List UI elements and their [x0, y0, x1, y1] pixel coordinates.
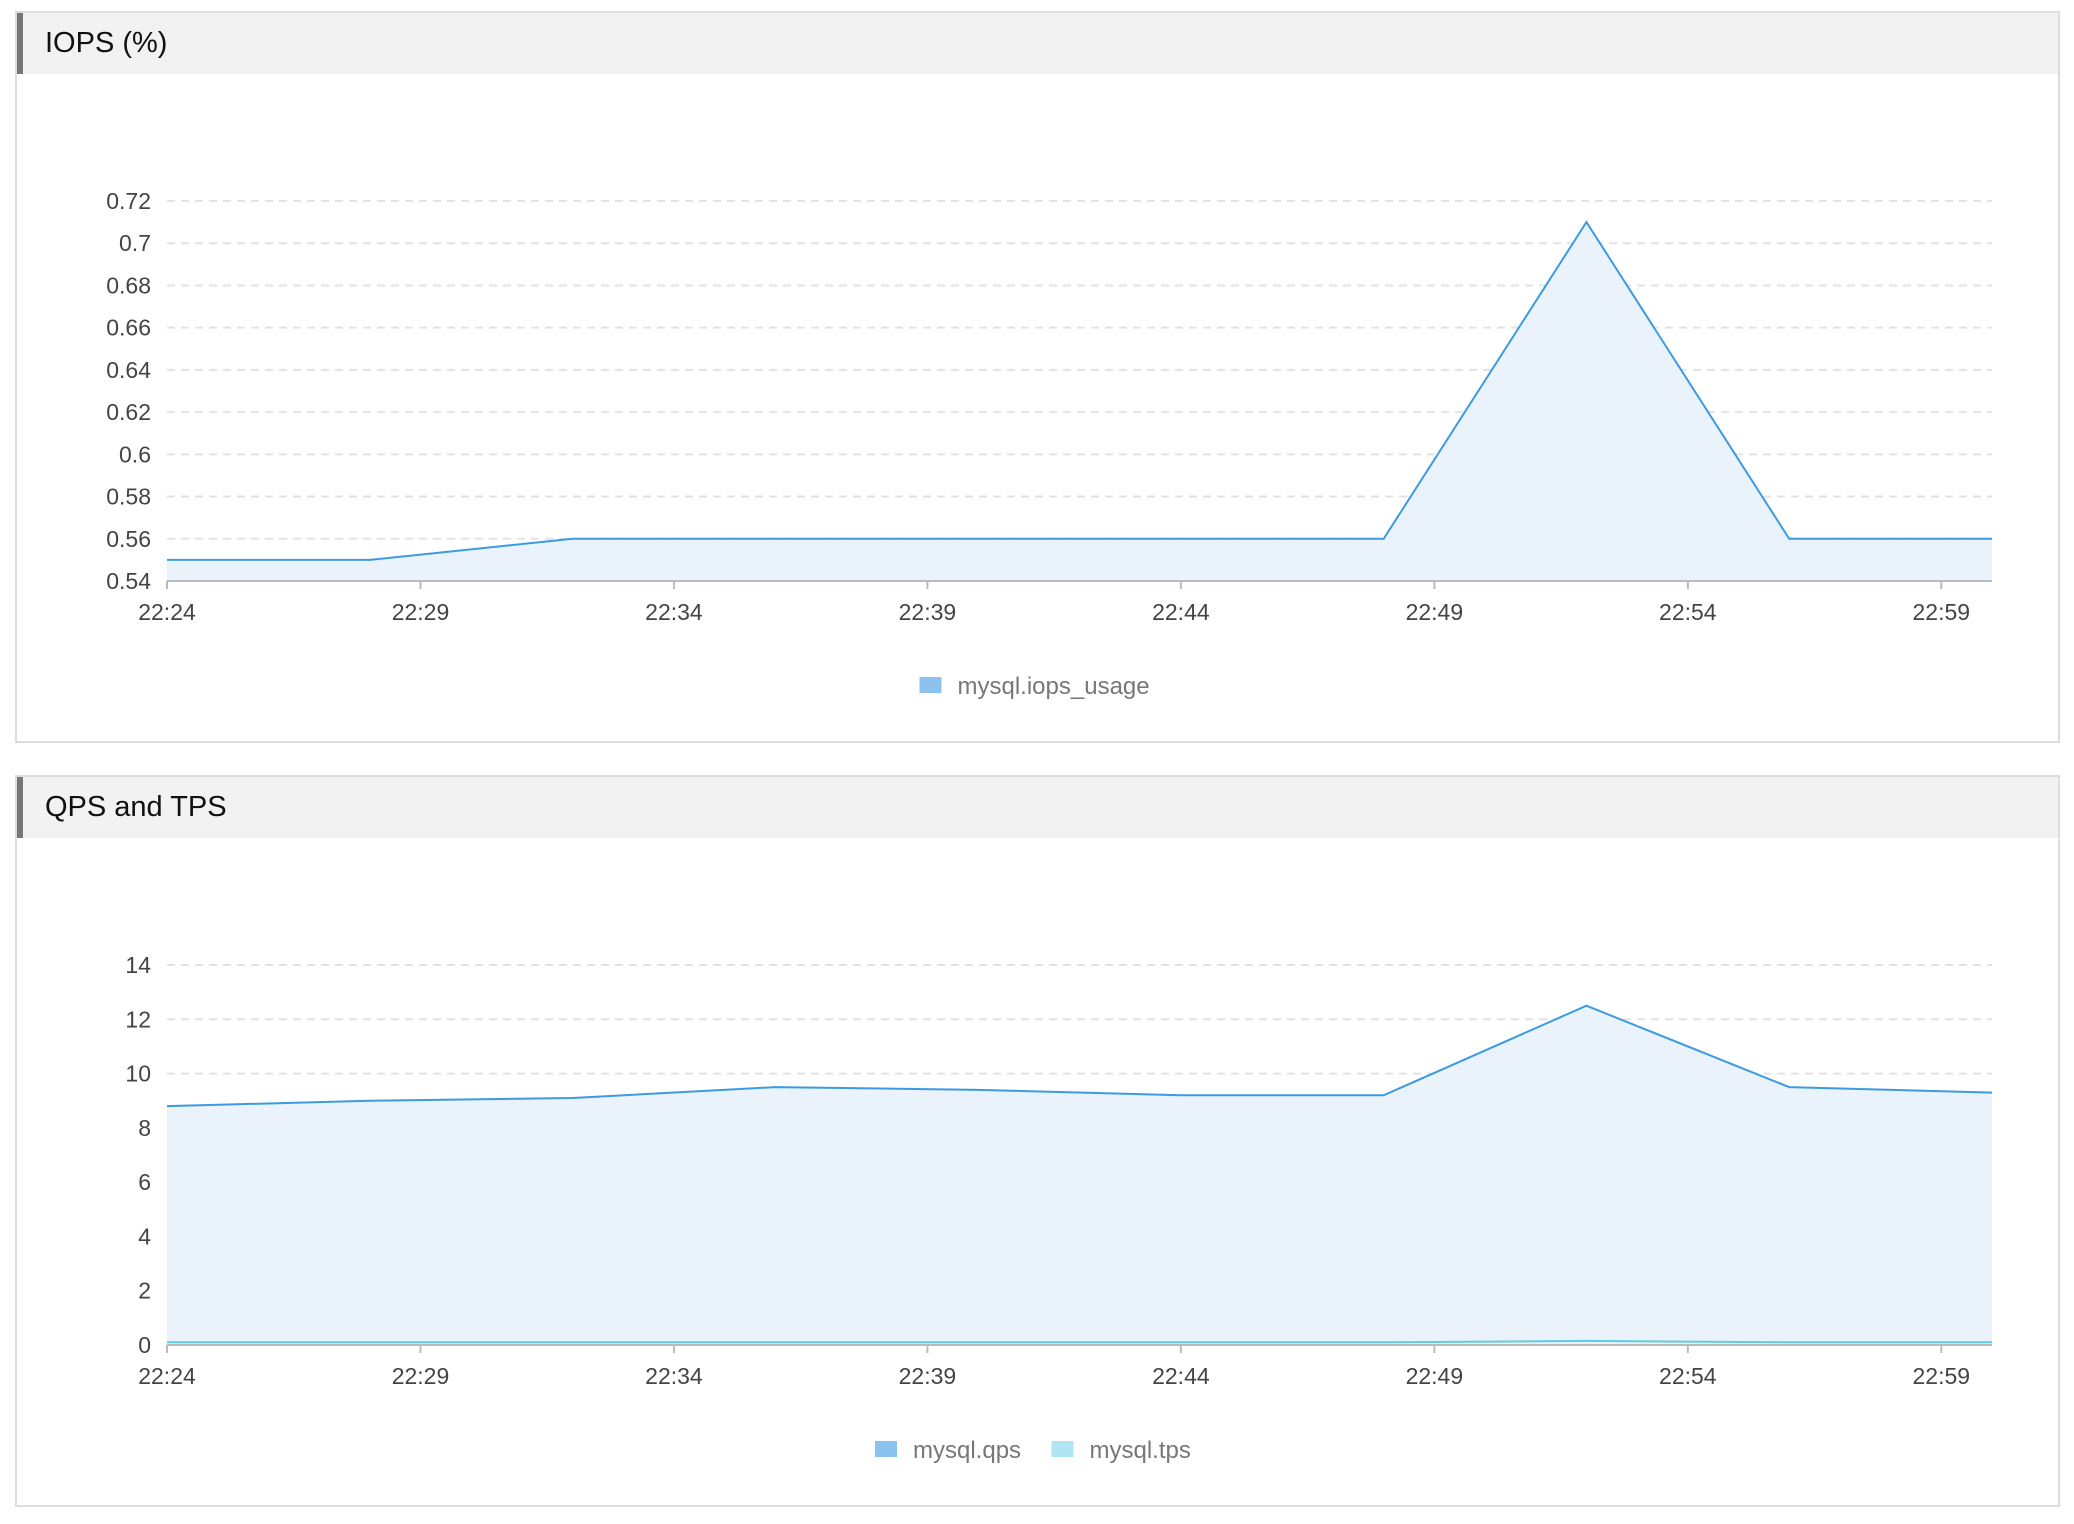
- legend-label: mysql.iops_usage: [958, 673, 1150, 700]
- legend-swatch-mysql.tps: [1051, 1441, 1074, 1457]
- legend-label: mysql.qps: [913, 1437, 1021, 1464]
- y-tick-label: 0: [138, 1332, 151, 1358]
- series-line-mysql.iops_usage: [167, 220, 1992, 561]
- panel-title: IOPS (%): [45, 27, 168, 59]
- series-line-mysql.qps: [166, 1004, 1993, 1108]
- x-tick-label: 22:34: [645, 599, 703, 625]
- x-tick-label: 22:49: [1406, 599, 1464, 625]
- panel-header: QPS and TPS: [17, 777, 2058, 838]
- qps-tps-chart: 0 2 4 6 8 10 12 14 22:24 22:29 22:34 22:39 22:44 22:4…: [125, 952, 1993, 1464]
- y-tick-label: 0.56: [106, 526, 151, 552]
- x-tick-label: 22:29: [392, 1363, 450, 1389]
- y-tick-label: 0.68: [106, 272, 151, 298]
- panel-title: QPS and TPS: [45, 791, 227, 823]
- legend-swatch-mysql.iops_usage: [919, 677, 942, 693]
- x-tick-label: 22:44: [1152, 1363, 1210, 1389]
- legend-swatch-mysql.qps: [875, 1441, 897, 1457]
- x-tick-label: 22:39: [899, 1363, 957, 1389]
- x-tick-label: 22:59: [1913, 1363, 1971, 1389]
- x-tick-label: 22:24: [138, 599, 196, 625]
- y-tick-label: 2: [138, 1278, 151, 1304]
- y-tick-label: 14: [125, 952, 151, 978]
- y-tick-label: 10: [125, 1061, 151, 1087]
- x-tick-label: 22:29: [392, 599, 450, 625]
- qps-tps-panel: QPS and TPS 0 2 4 6 8 10 12 14 22:24 22:29 22:34 22…: [15, 775, 2060, 1507]
- y-tick-label: 0.72: [106, 188, 151, 214]
- y-tick-label: 8: [138, 1115, 151, 1141]
- y-tick-label: 0.58: [106, 484, 151, 510]
- iops-panel: IOPS (%) 0.54 0.56 0.58 0.6 0.62 0.64 0.66 0.68…: [15, 11, 2060, 743]
- x-tick-label: 22:39: [899, 599, 957, 625]
- series-area-mysql.iops_usage: [167, 222, 1992, 581]
- y-tick-label: 0.64: [106, 357, 151, 383]
- panel-header: IOPS (%): [17, 13, 2058, 74]
- y-tick-label: 6: [138, 1169, 151, 1195]
- x-tick-label: 22:44: [1152, 599, 1210, 625]
- y-tick-label: 0.66: [106, 315, 151, 341]
- y-tick-label: 0.62: [106, 399, 151, 425]
- y-tick-label: 0.7: [119, 230, 151, 256]
- y-tick-label: 0.6: [119, 441, 151, 467]
- y-tick-label: 4: [138, 1223, 151, 1249]
- x-tick-label: 22:54: [1659, 599, 1717, 625]
- legend-label: mysql.tps: [1090, 1437, 1191, 1464]
- series-area-mysql.qps: [167, 1005, 1992, 1345]
- iops-chart: 0.54 0.56 0.58 0.6 0.62 0.64 0.66 0.68 0.7 0.72 22…: [106, 188, 1993, 700]
- x-tick-label: 22:54: [1659, 1363, 1717, 1389]
- x-tick-label: 22:49: [1406, 1363, 1464, 1389]
- y-tick-label: 0.54: [106, 568, 151, 594]
- y-tick-label: 12: [125, 1006, 151, 1032]
- x-tick-label: 22:59: [1913, 599, 1971, 625]
- x-tick-label: 22:24: [138, 1363, 196, 1389]
- series-line-mysql.tps: [167, 1339, 1992, 1344]
- x-tick-label: 22:34: [645, 1363, 703, 1389]
